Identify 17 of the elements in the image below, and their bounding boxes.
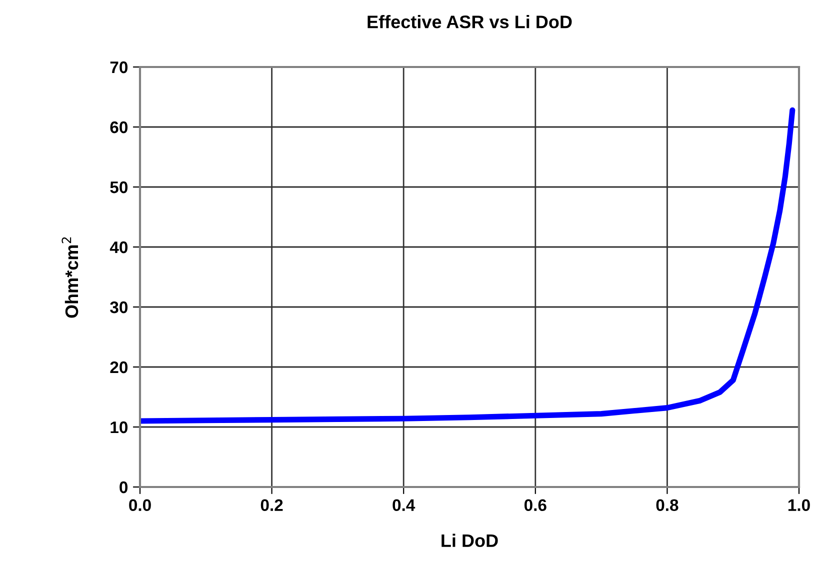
y-tick-label: 50 — [110, 181, 128, 194]
y-tick-label: 40 — [110, 241, 128, 254]
chart-title: Effective ASR vs Li DoD — [368, 15, 572, 28]
x-tick-label: 1.0 — [788, 499, 810, 512]
y-tick-label: 0 — [120, 481, 128, 494]
y-tick-label: 20 — [110, 361, 128, 374]
y-tick-label: 30 — [110, 301, 128, 314]
x-tick-label: 0.2 — [260, 499, 283, 512]
y-tick-label: 10 — [110, 421, 128, 434]
x-tick-label: 0.4 — [392, 499, 416, 512]
x-tick-label: 0.8 — [656, 499, 678, 512]
y-tick-label: 60 — [110, 121, 128, 134]
x-tick-label: 0.0 — [129, 499, 151, 512]
x-axis-title: Li DoD — [442, 534, 498, 548]
x-tick-label: 0.6 — [524, 499, 546, 512]
y-axis-title: Ohm*cm$^{2}$ — [62, 237, 78, 318]
y-tick-label: 70 — [110, 61, 128, 74]
